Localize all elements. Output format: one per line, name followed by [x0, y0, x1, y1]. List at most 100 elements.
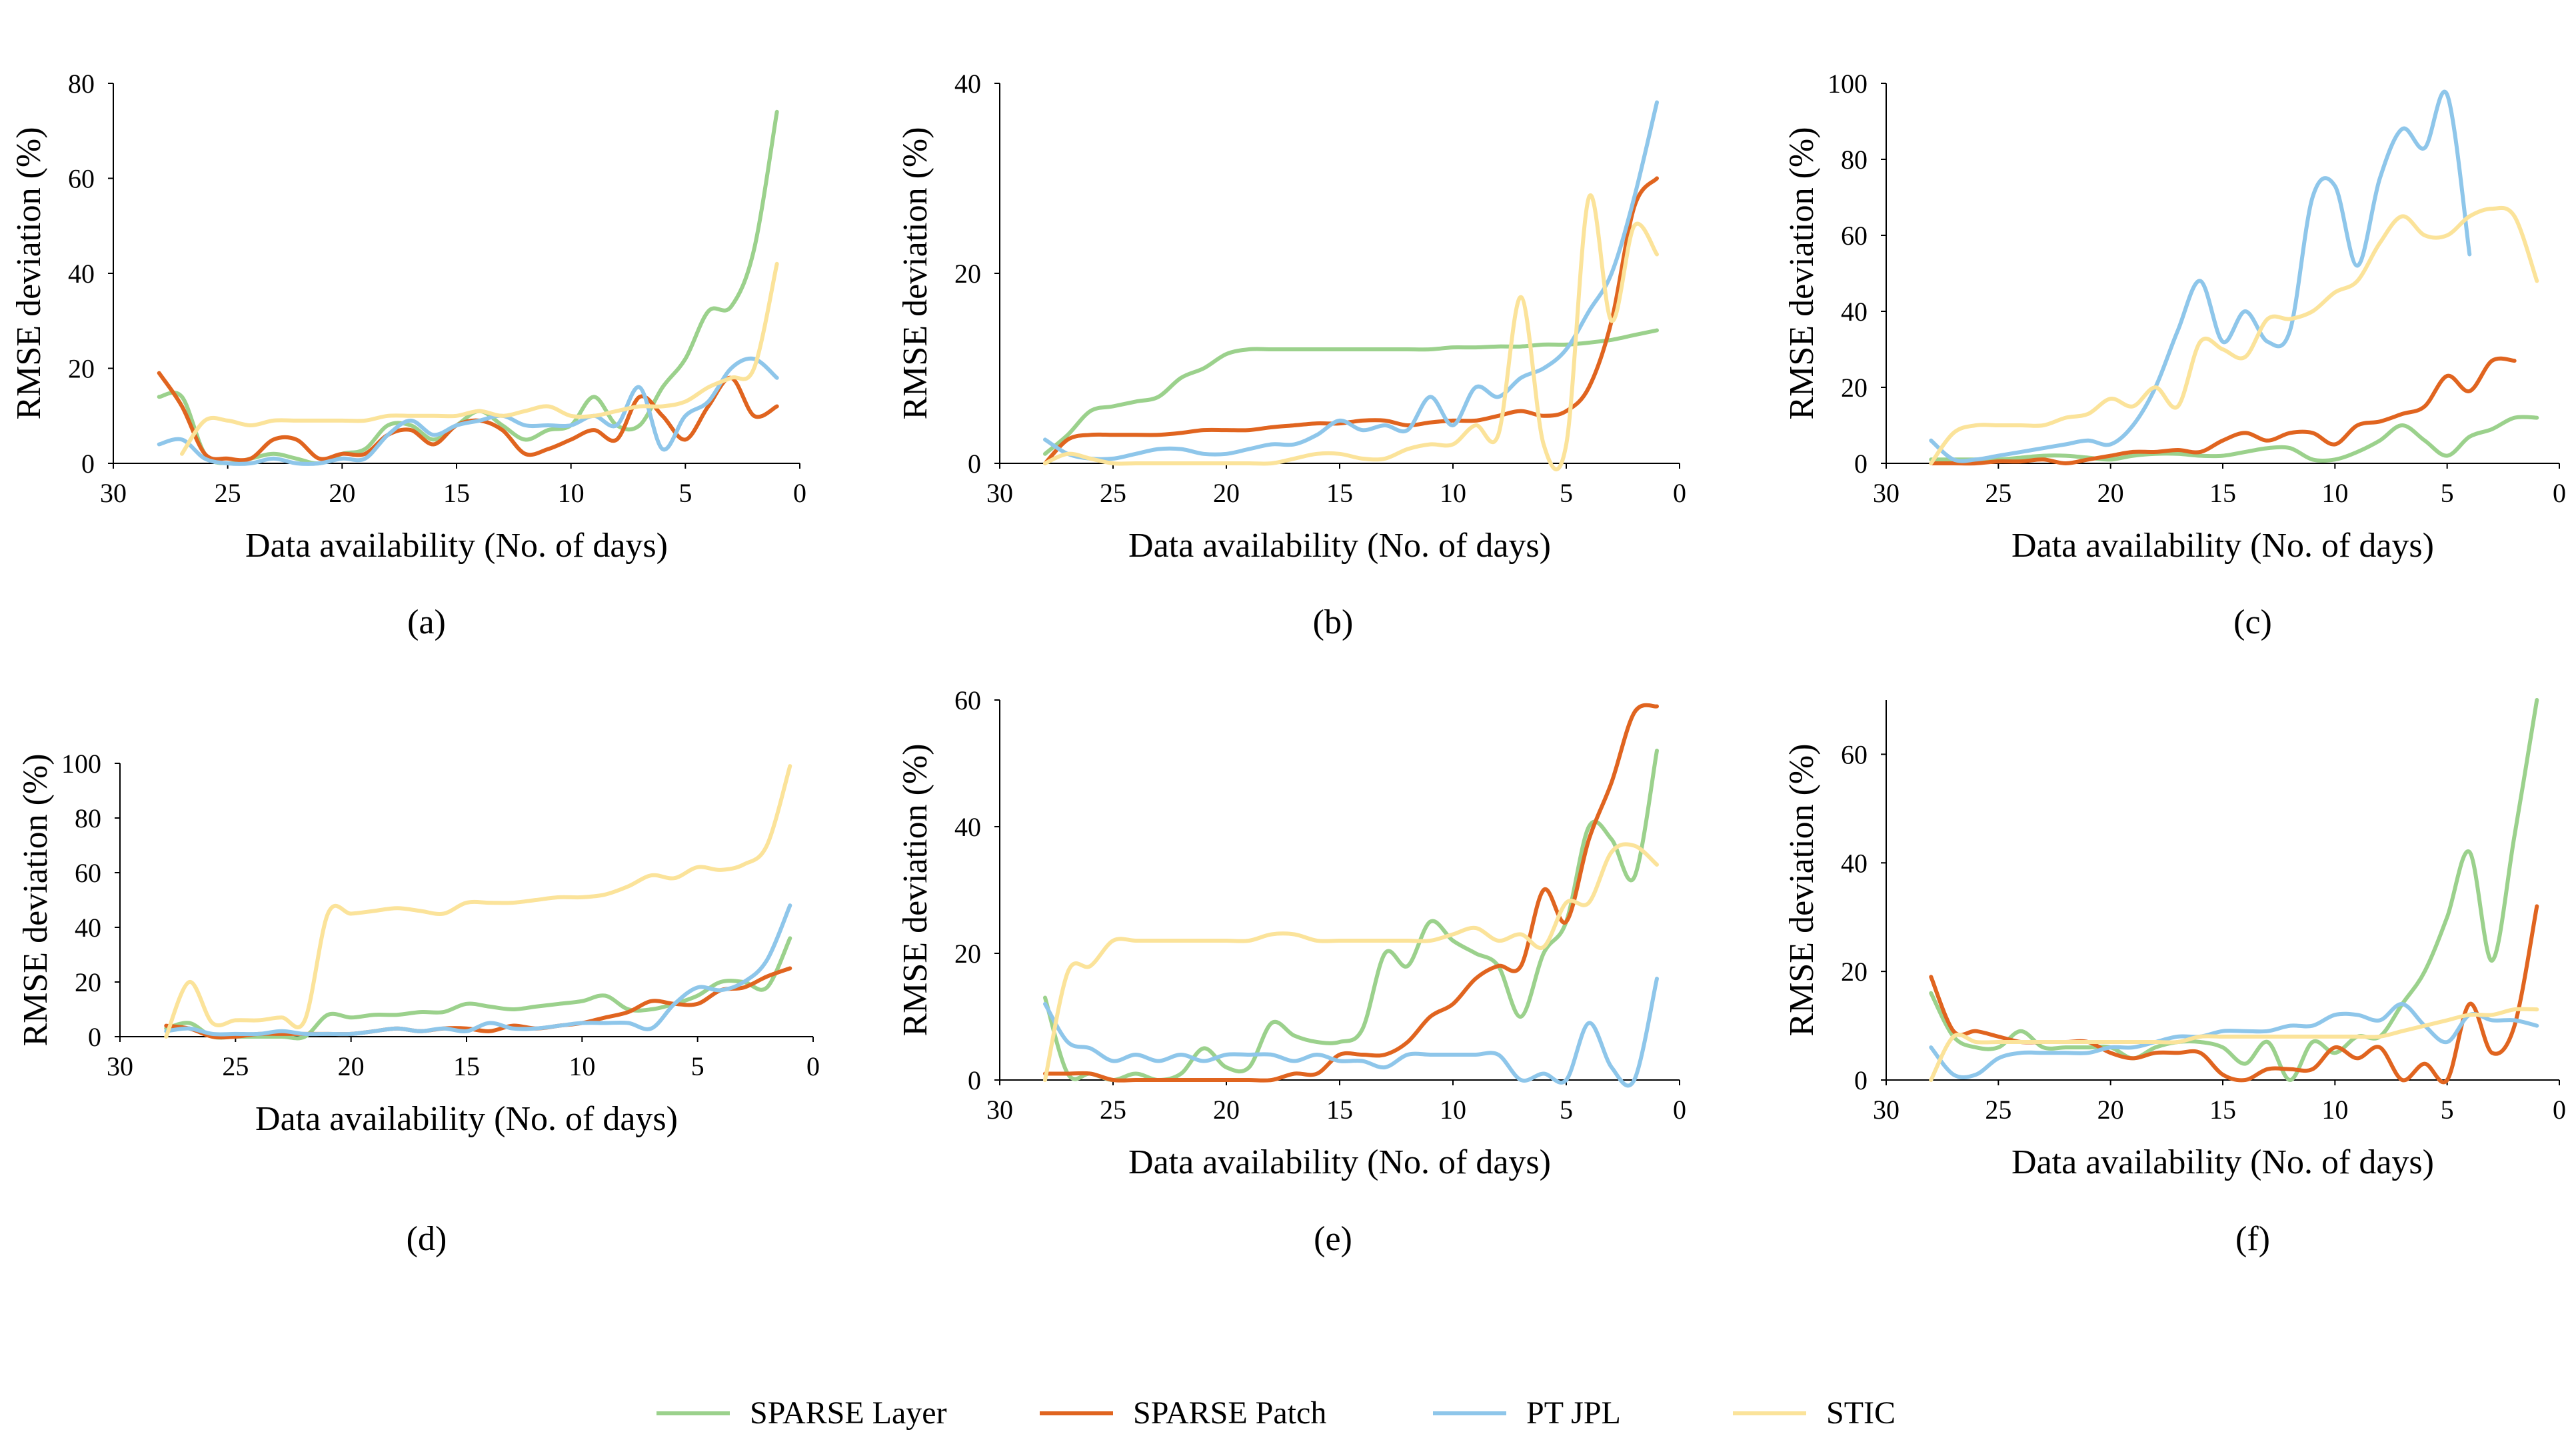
x-tick-label: 20 [2097, 1095, 2124, 1125]
panel-label: (d) [407, 1220, 447, 1258]
y-tick-label: 0 [1854, 1065, 1868, 1095]
y-axis-title: RMSE deviation (%) [1783, 743, 1821, 1036]
x-tick-label: 0 [2553, 1095, 2566, 1125]
y-tick-label: 0 [88, 1022, 101, 1052]
y-axis-title: RMSE deviation (%) [1783, 127, 1821, 419]
y-tick-label: 40 [954, 69, 981, 99]
x-tick-label: 0 [2553, 478, 2566, 508]
legend-item-stic: STIC [1733, 1395, 1896, 1431]
x-tick-label: 10 [1440, 1095, 1466, 1125]
x-tick-label: 20 [1213, 1095, 1240, 1125]
x-tick-label: 0 [793, 478, 806, 508]
y-tick-label: 40 [954, 812, 981, 842]
y-tick-label: 60 [1841, 221, 1868, 251]
x-tick-label: 0 [806, 1051, 820, 1081]
y-axis-title: RMSE deviation (%) [896, 127, 934, 419]
series-line-stic [1043, 193, 1659, 471]
chart-panel-d: 0 20 40 60 80 100 30 25 20 15 10 5 0 Data availabilit… [17, 749, 820, 1258]
y-tick-label: 100 [61, 749, 101, 779]
x-tick-label: 5 [691, 1051, 704, 1081]
x-tick-label: 20 [2097, 478, 2124, 508]
x-tick-label: 10 [2321, 478, 2348, 508]
series-line-sparse-layer [1929, 415, 2539, 463]
x-tick-label: 30 [986, 1095, 1013, 1125]
series-line-sparse-patch [1043, 703, 1659, 1083]
x-tick-label: 5 [2441, 478, 2454, 508]
legend-item-pt-jpl: PT JPL [1433, 1395, 1621, 1431]
panel-label: (f) [2235, 1220, 2270, 1258]
y-tick-label: 80 [1841, 145, 1868, 175]
x-tick-label: 20 [338, 1051, 365, 1081]
series-line-sparse-patch [1043, 176, 1659, 465]
legend-item-sparse-patch: SPARSE Patch [1040, 1395, 1326, 1431]
series-line-sparse-layer [1043, 749, 1659, 1082]
y-tick-label: 20 [1841, 373, 1868, 403]
y-tick-label: 0 [1854, 449, 1868, 479]
y-tick-label: 40 [1841, 297, 1868, 327]
series-line-sparse-layer [157, 109, 779, 466]
y-tick-label: 60 [1841, 739, 1868, 769]
panel-label: (a) [407, 603, 446, 641]
legend-label-pt-jpl: PT JPL [1526, 1395, 1621, 1431]
series-line-pt-jpl [1043, 100, 1659, 461]
x-tick-label: 5 [1560, 1095, 1573, 1125]
y-tick-label: 60 [954, 685, 981, 715]
x-tick-label: 20 [329, 478, 355, 508]
y-tick-label: 20 [75, 967, 101, 997]
x-tick-label: 15 [1326, 1095, 1353, 1125]
series-line-pt-jpl [1929, 89, 2472, 463]
x-axis-title: Data availability (No. of days) [255, 1100, 678, 1138]
series-line-sparse-layer [1043, 328, 1659, 456]
y-tick-label: 20 [68, 354, 95, 384]
chart-panel-e: 0 20 40 60 30 25 20 15 10 5 0 Data availability (No… [896, 685, 1686, 1258]
x-axis-title: Data availability (No. of days) [1128, 527, 1551, 565]
y-tick-label: 60 [75, 858, 101, 888]
series-line-pt-jpl [1929, 1002, 2539, 1079]
x-axis-title: Data availability (No. of days) [2011, 527, 2434, 565]
y-tick-label: 40 [75, 913, 101, 943]
series-line-pt-jpl [157, 356, 779, 466]
chart-panel-f: 0 20 40 60 30 25 20 15 10 5 0 Data availability (No… [1783, 698, 2566, 1258]
y-axis-title: RMSE deviation (%) [896, 743, 934, 1036]
x-tick-label: 30 [107, 1051, 133, 1081]
series-line-stic [1929, 1007, 2539, 1082]
x-tick-label: 10 [569, 1051, 595, 1081]
legend-label-stic: STIC [1826, 1395, 1896, 1431]
x-tick-label: 30 [100, 478, 127, 508]
chart-panel-b: 0 20 40 30 25 20 15 10 5 0 Data availability (No. … [896, 69, 1686, 641]
x-tick-label: 25 [1985, 1095, 2011, 1125]
y-tick-label: 40 [68, 259, 95, 289]
x-tick-label: 15 [453, 1051, 480, 1081]
series-line-stic [180, 261, 779, 456]
y-tick-label: 40 [1841, 848, 1868, 878]
x-tick-label: 10 [2321, 1095, 2348, 1125]
x-tick-label: 5 [1560, 478, 1573, 508]
series-line-pt-jpl [1043, 977, 1659, 1088]
y-tick-label: 0 [968, 449, 981, 479]
x-axis-title: Data availability (No. of days) [1128, 1143, 1551, 1181]
series-line-pt-jpl [164, 903, 792, 1037]
legend-label-sparse-patch: SPARSE Patch [1133, 1395, 1326, 1431]
y-tick-label: 0 [968, 1065, 981, 1095]
x-tick-label: 15 [1326, 478, 1353, 508]
y-tick-label: 20 [954, 259, 981, 289]
chart-panels: 0 20 40 60 80 30 25 20 15 10 5 0 Data availability (… [10, 69, 2566, 1258]
x-tick-label: 25 [222, 1051, 249, 1081]
y-axis-title: RMSE deviation (%) [17, 753, 55, 1046]
series-line-sparse-layer [1929, 698, 2539, 1082]
x-tick-label: 25 [1100, 1095, 1126, 1125]
y-tick-label: 80 [68, 69, 95, 99]
y-tick-label: 20 [954, 939, 981, 969]
y-tick-label: 60 [68, 164, 95, 194]
x-axis-title: Data availability (No. of days) [2011, 1143, 2434, 1181]
x-tick-label: 20 [1213, 478, 1240, 508]
chart-panel-c: 0 20 40 60 80 100 30 25 20 15 10 5 0 Data availabilit… [1783, 69, 2566, 641]
y-tick-label: 0 [81, 449, 95, 479]
legend-item-sparse-layer: SPARSE Layer [656, 1395, 947, 1431]
y-axis-title: RMSE deviation (%) [10, 127, 48, 419]
series-line-stic [1929, 205, 2539, 465]
x-tick-label: 10 [558, 478, 585, 508]
panel-label: (e) [1314, 1220, 1352, 1258]
x-tick-label: 30 [986, 478, 1013, 508]
